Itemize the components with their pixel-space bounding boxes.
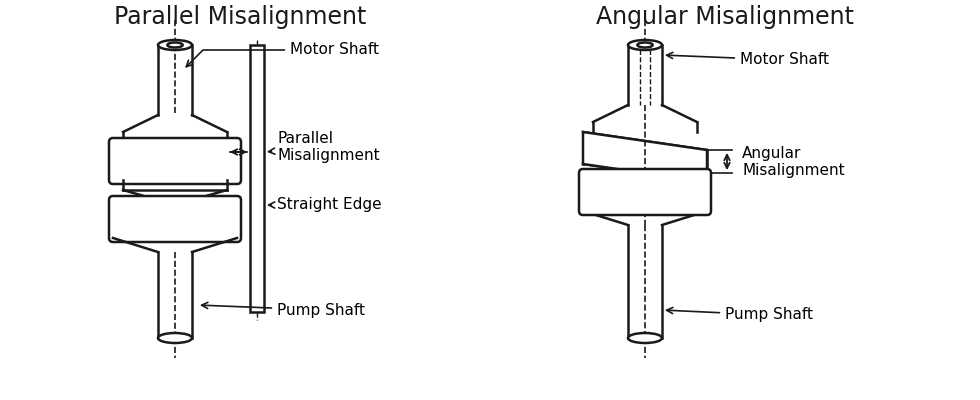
Text: Motor Shaft: Motor Shaft bbox=[186, 42, 379, 67]
Ellipse shape bbox=[158, 40, 192, 50]
Text: Pump Shaft: Pump Shaft bbox=[202, 302, 365, 318]
FancyBboxPatch shape bbox=[250, 45, 264, 312]
Text: Angular
Misalignment: Angular Misalignment bbox=[735, 146, 845, 178]
FancyBboxPatch shape bbox=[109, 138, 241, 184]
Text: Angular Misalignment: Angular Misalignment bbox=[596, 5, 854, 29]
FancyBboxPatch shape bbox=[579, 169, 711, 215]
Ellipse shape bbox=[628, 333, 662, 343]
Ellipse shape bbox=[158, 333, 192, 343]
Text: Motor Shaft: Motor Shaft bbox=[666, 52, 829, 68]
Text: Pump Shaft: Pump Shaft bbox=[666, 308, 813, 322]
FancyBboxPatch shape bbox=[109, 196, 241, 242]
Text: Parallel Misalignment: Parallel Misalignment bbox=[114, 5, 367, 29]
Polygon shape bbox=[583, 132, 707, 182]
Ellipse shape bbox=[628, 40, 662, 50]
Text: Straight Edge: Straight Edge bbox=[269, 198, 381, 212]
Text: Parallel
Misalignment: Parallel Misalignment bbox=[269, 131, 379, 163]
